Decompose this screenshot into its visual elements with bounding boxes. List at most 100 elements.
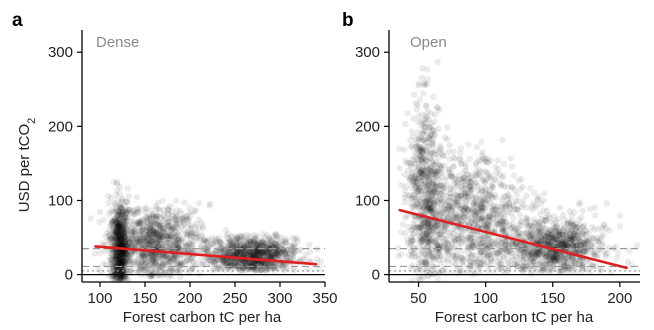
scatter-point [156, 226, 164, 234]
scatter-point [121, 234, 128, 241]
scatter-point [152, 231, 159, 238]
scatter-point [172, 211, 180, 218]
scatter-point [118, 229, 126, 237]
scatter-point [111, 231, 118, 238]
scatter-point [114, 249, 121, 256]
scatter-point [577, 199, 584, 206]
scatter-point [128, 228, 135, 236]
y-tick-label: 100 [48, 192, 73, 209]
scatter-point [119, 239, 126, 246]
scatter-point [121, 257, 128, 265]
scatter-point [122, 259, 129, 266]
scatter-point [170, 234, 177, 241]
scatter-point [112, 203, 120, 211]
scatter-point [467, 253, 475, 260]
scatter-point [424, 76, 431, 83]
scatter-point [117, 211, 124, 219]
scatter-point [117, 234, 124, 241]
scatter-point [113, 253, 120, 261]
scatter-point [123, 250, 130, 257]
scatter-point [113, 179, 121, 186]
scatter-point [128, 218, 135, 225]
scatter-point [113, 251, 120, 258]
scatter-point [556, 204, 563, 211]
scatter-point [112, 275, 119, 282]
scatter-point [121, 274, 128, 281]
scatter-point [109, 257, 116, 264]
scatter-point [546, 214, 554, 222]
scatter-point [434, 197, 441, 205]
scatter-point [119, 241, 127, 249]
scatter-point [172, 232, 179, 240]
scatter-point [530, 258, 537, 265]
scatter-point [114, 208, 121, 215]
scatter-point [118, 254, 126, 261]
y-tick-label: 300 [355, 44, 380, 61]
scatter-point [117, 252, 124, 259]
scatter-point [147, 238, 154, 245]
scatter-point [117, 241, 124, 248]
scatter-point [223, 232, 230, 240]
scatter-point [114, 230, 121, 237]
scatter-point [454, 213, 462, 221]
scatter-point [519, 183, 526, 191]
scatter-point [115, 256, 122, 263]
scatter-point [115, 272, 122, 279]
scatter-point [117, 249, 124, 256]
scatter-point [119, 262, 126, 269]
scatter-point [115, 236, 122, 243]
scatter-point [227, 261, 234, 268]
scatter-point [152, 257, 159, 265]
scatter-point [107, 249, 114, 256]
scatter-point [189, 241, 196, 248]
scatter-point [121, 214, 128, 221]
scatter-point [119, 222, 127, 229]
scatter-point [134, 220, 141, 227]
scatter-point [502, 219, 510, 226]
scatter-point [118, 250, 126, 258]
scatter-point [424, 157, 431, 165]
scatter-point [165, 239, 172, 247]
scatter-point [185, 215, 193, 223]
panel-title-open: Open [410, 34, 447, 51]
scatter-point [121, 230, 128, 237]
scatter-point [115, 234, 122, 242]
scatter-point [114, 221, 122, 228]
scatter-point [120, 216, 127, 223]
scatter-point [114, 223, 122, 230]
scatter-point [118, 211, 125, 219]
scatter-point [417, 216, 424, 224]
scatter-point [537, 227, 544, 235]
scatter-point [167, 217, 174, 225]
scatter-point [116, 254, 124, 261]
scatter-point [199, 225, 206, 232]
scatter-point [109, 235, 116, 243]
scatter-point [116, 222, 123, 229]
scatter-point [119, 236, 126, 243]
scatter-point [131, 258, 138, 265]
scatter-point [118, 235, 125, 243]
scatter-point [473, 144, 481, 151]
scatter-point [118, 242, 126, 249]
scatter-point [445, 197, 452, 204]
scatter-point [117, 235, 125, 242]
scatter-point [115, 235, 122, 243]
scatter-point [122, 250, 129, 257]
scatter-point [445, 248, 452, 256]
scatter-point [115, 227, 122, 235]
scatter-point [182, 242, 189, 249]
scatter-point [121, 250, 128, 258]
scatter-point [116, 239, 123, 247]
scatter-point [113, 232, 120, 239]
scatter-point [122, 274, 129, 282]
scatter-point [110, 223, 117, 231]
scatter-point [510, 172, 518, 180]
scatter-point [401, 194, 409, 201]
scatter-point [114, 237, 121, 245]
scatter-point [417, 169, 424, 176]
scatter-point [121, 261, 129, 269]
scatter-point [120, 260, 128, 267]
scatter-point [119, 236, 126, 243]
scatter-point [439, 209, 446, 217]
scatter-point [113, 228, 120, 236]
